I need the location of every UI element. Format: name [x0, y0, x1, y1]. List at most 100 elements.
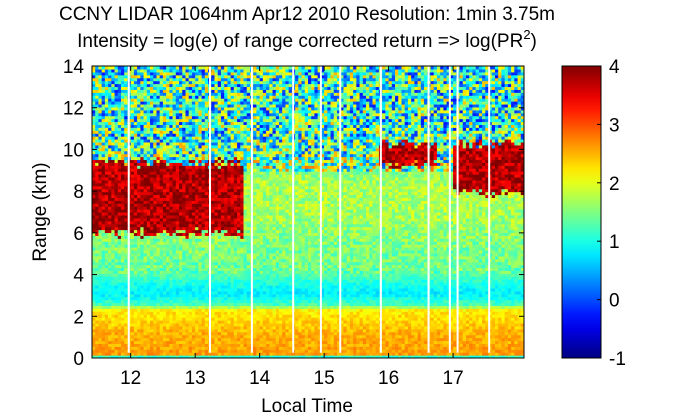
- heatmap-cell: [117, 191, 122, 196]
- heatmap-cell: [185, 308, 190, 312]
- heatmap-cell: [146, 322, 151, 327]
- heatmap-cell: [211, 244, 216, 248]
- heatmap-cell: [195, 127, 199, 131]
- heatmap-cell: [104, 305, 109, 309]
- heatmap-cell: [92, 352, 96, 356]
- heatmap-cell: [117, 109, 122, 114]
- heatmap-cell: [195, 194, 199, 198]
- heatmap-cell: [217, 197, 222, 201]
- heatmap-cell: [179, 255, 183, 260]
- heatmap-cell: [92, 223, 96, 228]
- heatmap-cell: [98, 296, 103, 301]
- heatmap-cell: [214, 247, 219, 251]
- heatmap-cell: [98, 101, 103, 105]
- heatmap-cell: [156, 314, 161, 318]
- heatmap-cell: [169, 217, 174, 222]
- heatmap-cell: [224, 66, 228, 70]
- heatmap-cell: [104, 247, 109, 251]
- heatmap-cell: [121, 71, 125, 76]
- heatmap-cell: [159, 217, 164, 222]
- heatmap-cell: [179, 317, 183, 321]
- heatmap-cell: [111, 249, 116, 254]
- heatmap-cell: [191, 314, 196, 318]
- heatmap-cell: [114, 270, 119, 274]
- heatmap-cell: [188, 115, 193, 120]
- heatmap-cell: [195, 273, 199, 277]
- heatmap-cell: [185, 103, 190, 108]
- heatmap-cell: [227, 127, 232, 131]
- heatmap-cell: [172, 322, 177, 327]
- heatmap-cell: [153, 247, 158, 251]
- heatmap-cell: [220, 267, 225, 271]
- heatmap-cell: [150, 182, 154, 187]
- heatmap-cell: [191, 226, 196, 231]
- heatmap-cell: [130, 308, 135, 312]
- heatmap-cell: [188, 171, 193, 175]
- heatmap-cell: [150, 80, 154, 85]
- heatmap-cell: [95, 276, 100, 280]
- heatmap-cell: [246, 136, 251, 140]
- heatmap-cell: [162, 293, 167, 298]
- heatmap-cell: [124, 279, 129, 283]
- heatmap-cell: [224, 346, 228, 350]
- heatmap-cell: [162, 203, 167, 207]
- heatmap-cell: [124, 147, 129, 152]
- heatmap-cell: [98, 194, 103, 198]
- heatmap-cell: [246, 168, 251, 172]
- heatmap-cell: [240, 279, 245, 283]
- heatmap-cell: [198, 136, 203, 140]
- heatmap-cell: [220, 314, 225, 318]
- heatmap-cell: [204, 74, 209, 79]
- heatmap-cell: [101, 311, 106, 315]
- heatmap-cell: [175, 285, 180, 289]
- heatmap-cell: [150, 68, 154, 73]
- heatmap-cell: [240, 352, 245, 356]
- heatmap-cell: [114, 252, 119, 257]
- heatmap-cell: [237, 322, 241, 327]
- heatmap-cell: [92, 92, 96, 96]
- heatmap-cell: [198, 159, 203, 163]
- heatmap-cell: [188, 118, 193, 123]
- heatmap-cell: [156, 299, 161, 304]
- heatmap-cell: [237, 153, 241, 158]
- heatmap-cell: [108, 255, 112, 260]
- heatmap-cell: [179, 191, 183, 196]
- heatmap-cell: [133, 331, 138, 336]
- heatmap-cell: [191, 235, 196, 239]
- heatmap-cell: [240, 106, 245, 111]
- heatmap-cell: [104, 337, 109, 342]
- heatmap-cell: [195, 130, 199, 134]
- heatmap-cell: [130, 293, 135, 298]
- heatmap-cell: [175, 112, 180, 117]
- heatmap-cell: [175, 255, 180, 260]
- heatmap-cell: [175, 130, 180, 134]
- heatmap-cell: [143, 127, 148, 131]
- heatmap-cell: [159, 66, 164, 70]
- heatmap-cell: [133, 80, 138, 85]
- heatmap-cell: [92, 325, 96, 330]
- heatmap-cell: [108, 244, 112, 248]
- heatmap-cell: [140, 112, 145, 117]
- heatmap-cell: [201, 276, 206, 280]
- heatmap-cell: [204, 141, 209, 146]
- heatmap-cell: [169, 144, 174, 149]
- heatmap-cell: [127, 352, 132, 356]
- heatmap-cell: [130, 325, 135, 330]
- heatmap-cell: [95, 232, 100, 236]
- heatmap-cell: [104, 214, 109, 219]
- heatmap-cell: [159, 334, 164, 339]
- heatmap-cell: [153, 109, 158, 114]
- heatmap-cell: [140, 179, 145, 184]
- heatmap-cell: [169, 302, 174, 307]
- heatmap-cell: [146, 185, 151, 190]
- heatmap-cell: [220, 317, 225, 321]
- heatmap-cell: [220, 247, 225, 251]
- heatmap-cell: [156, 209, 161, 213]
- heatmap-cell: [224, 331, 228, 336]
- heatmap-cell: [243, 241, 248, 245]
- heatmap-cell: [104, 308, 109, 312]
- heatmap-cell: [191, 159, 196, 163]
- heatmap-cell: [227, 156, 232, 161]
- heatmap-cell: [121, 311, 125, 315]
